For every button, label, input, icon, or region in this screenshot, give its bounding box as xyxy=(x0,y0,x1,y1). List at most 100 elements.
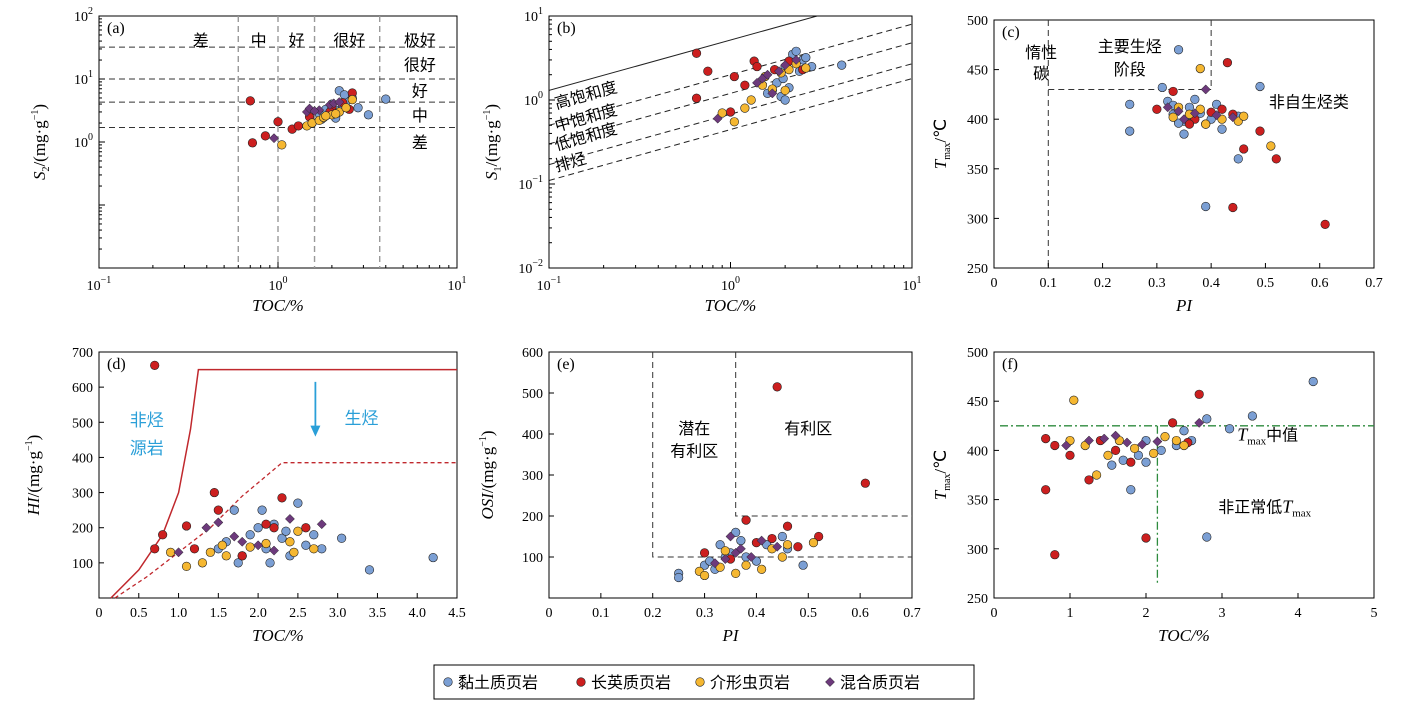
marker-ostracod-2 xyxy=(740,103,750,113)
marker-clay-2 xyxy=(1125,126,1135,136)
marker-felsic-8 xyxy=(1255,126,1265,136)
marker-felsic-3 xyxy=(181,521,192,531)
y-axis-label: HI/(mg·g−1) xyxy=(24,435,43,517)
marker-felsic-0 xyxy=(1222,58,1233,68)
marker-felsic-2 xyxy=(260,131,270,141)
marker-clay-13 xyxy=(1233,154,1243,164)
marker-ostracod-1 xyxy=(699,570,710,581)
y-axis-label: OSI/(mg·g−1) xyxy=(478,430,497,519)
chart-a: 差中好很好 极好很好好中差(a)10−1 100 101100101102TOC/%S… xyxy=(30,6,467,315)
marker-clay-20 xyxy=(265,558,275,568)
x-tick-label: 0.5 xyxy=(1257,276,1275,291)
marker-mixed-4 xyxy=(253,540,264,551)
marker-mixed-6 xyxy=(284,513,295,524)
series-clay xyxy=(674,527,808,583)
x-tick-label: 1.5 xyxy=(210,606,228,621)
marker-clay-14 xyxy=(364,565,375,575)
marker-mixed-1 xyxy=(1162,102,1173,113)
plot-frame xyxy=(993,351,1375,599)
column-label: 中 xyxy=(251,31,267,50)
marker-mixed-3 xyxy=(1110,430,1121,441)
marker-clay-1 xyxy=(1247,411,1257,421)
marker-felsic-7 xyxy=(237,551,247,561)
marker-clay-20 xyxy=(1173,118,1184,128)
marker-clay-17 xyxy=(257,505,267,515)
x-tick-label: 0 xyxy=(991,276,998,291)
marker-clay-18 xyxy=(1179,129,1189,139)
marker-clay-9 xyxy=(751,556,762,566)
marker-clay-12 xyxy=(1202,532,1212,542)
y-tick-label: 700 xyxy=(72,346,93,361)
marker-ostracod-5 xyxy=(221,551,231,561)
x-axis-label: TOC/% xyxy=(252,296,304,315)
marker-mixed-2 xyxy=(1099,433,1110,444)
marker-felsic-0 xyxy=(1041,433,1051,444)
series-ostracod xyxy=(166,526,319,571)
marker-felsic-9 xyxy=(814,531,824,542)
y-tick-label: 600 xyxy=(522,346,543,361)
marker-ostracod-8 xyxy=(1201,119,1211,129)
x-tick-label: 5 xyxy=(1371,606,1378,621)
marker-felsic-4 xyxy=(741,515,751,525)
marker-clay-8 xyxy=(1118,455,1128,465)
marker-mixed-7 xyxy=(309,106,320,116)
marker-felsic-1 xyxy=(1152,104,1162,114)
marker-ostracod-6 xyxy=(1129,443,1140,454)
marker-clay-16 xyxy=(339,90,350,100)
marker-felsic-5 xyxy=(1217,104,1227,114)
marker-ostracod-10 xyxy=(1160,432,1170,442)
marker-clay-13 xyxy=(798,560,808,570)
x-tick-label: 2 xyxy=(1143,606,1150,621)
series-clay xyxy=(1107,376,1318,542)
marker-clay-9 xyxy=(1107,460,1117,470)
y-axis-label: Tmax/℃ xyxy=(931,450,953,501)
marker-clay-1 xyxy=(674,572,684,583)
y-tick-label: 250 xyxy=(967,262,988,277)
marker-ostracod-2 xyxy=(715,562,725,572)
x-tick-label: 2.5 xyxy=(289,606,307,621)
marker-ostracod-9 xyxy=(1168,112,1178,122)
marker-felsic-4 xyxy=(1065,450,1075,460)
y-tick-label: 500 xyxy=(967,14,988,29)
marker-mixed-5 xyxy=(756,535,767,546)
series-felsic xyxy=(1152,58,1330,229)
marker-clay-13 xyxy=(1224,424,1235,434)
marker-clay-12 xyxy=(317,544,327,554)
series-mixed xyxy=(1061,417,1205,451)
saturation-line xyxy=(549,63,912,166)
x-axis-label: TOC/% xyxy=(1158,626,1210,645)
marker-mixed-4 xyxy=(746,552,757,562)
marker-felsic-12 xyxy=(1184,119,1195,129)
marker-ostracod-4 xyxy=(741,560,751,570)
x-tick-label: 0.4 xyxy=(1202,276,1220,291)
y-tick-label: 10−2 xyxy=(518,258,543,277)
x-tick-label: 101 xyxy=(903,275,922,294)
plot-frame xyxy=(548,15,913,269)
series-ostracod xyxy=(277,95,357,150)
marker-felsic-3 xyxy=(1050,440,1060,451)
marker-mixed-4 xyxy=(774,66,784,77)
marker-clay-1 xyxy=(229,505,239,515)
marker-ostracod-8 xyxy=(285,537,295,547)
marker-ostracod-2 xyxy=(197,558,208,568)
x-axis-label: PI xyxy=(1175,296,1193,315)
marker-ostracod-3 xyxy=(1091,470,1102,480)
x-tick-label: 0 xyxy=(991,606,998,621)
marker-felsic-0 xyxy=(691,48,702,58)
series-felsic xyxy=(699,382,870,564)
zone-label-favorable: 有利区 xyxy=(784,419,832,438)
marker-felsic-11 xyxy=(1228,202,1238,213)
panel-label-f: (f) xyxy=(1002,356,1018,373)
series-mixed xyxy=(1162,84,1238,125)
y-tick-label: 100 xyxy=(74,132,93,151)
marker-clay-18 xyxy=(281,526,291,536)
marker-felsic-5 xyxy=(293,121,303,131)
plot-frame xyxy=(993,19,1375,269)
series-mixed xyxy=(712,54,802,124)
panel-label-d: (d) xyxy=(107,356,126,373)
x-tick-label: 10−1 xyxy=(537,275,562,294)
series-clay xyxy=(1125,45,1265,212)
